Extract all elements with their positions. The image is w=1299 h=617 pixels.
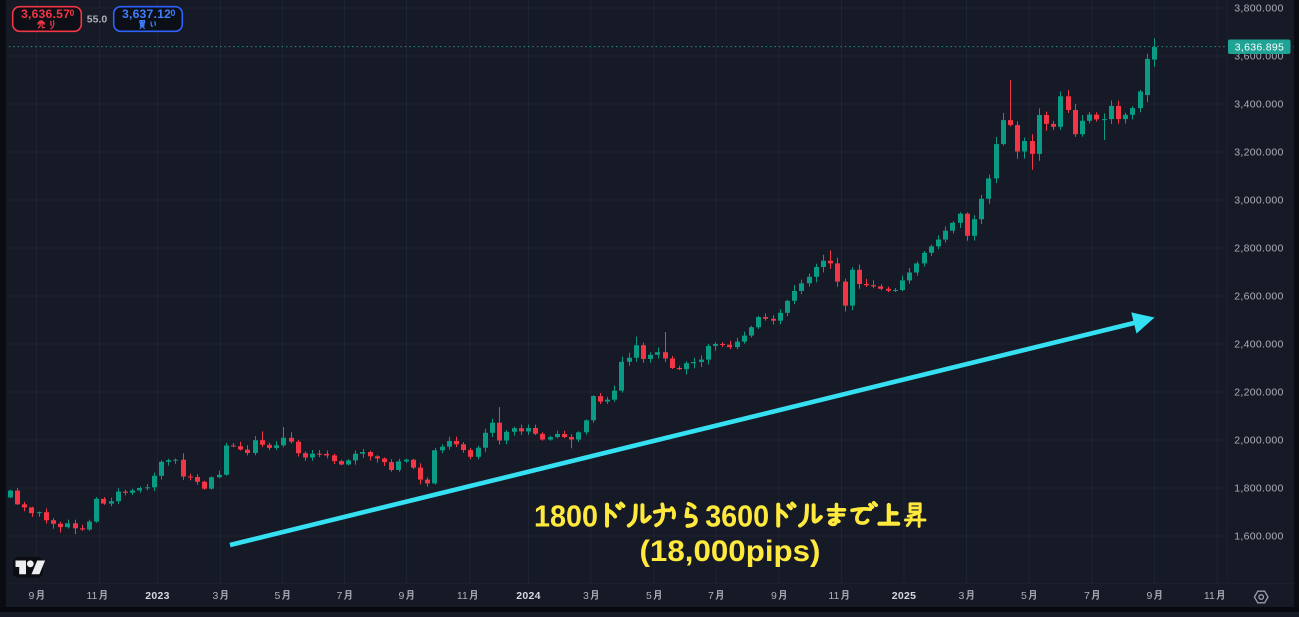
- svg-text:11: 11: [457, 590, 468, 602]
- svg-text:11: 11: [86, 590, 97, 602]
- svg-text:0: 0: [171, 8, 176, 18]
- svg-text:3600: 3600: [705, 499, 769, 534]
- svg-text:11: 11: [828, 590, 839, 602]
- svg-text:2,200.000: 2,200.000: [1234, 387, 1283, 399]
- svg-text:2,600.000: 2,600.000: [1234, 291, 1283, 303]
- svg-text:(18,000pips): (18,000pips): [640, 535, 821, 568]
- svg-text:1800: 1800: [534, 499, 598, 534]
- svg-text:9: 9: [1146, 590, 1152, 602]
- svg-text:1,800.000: 1,800.000: [1234, 483, 1283, 495]
- svg-text:9: 9: [29, 590, 35, 602]
- svg-text:3: 3: [583, 590, 589, 602]
- svg-text:5: 5: [1021, 590, 1027, 602]
- svg-text:3,200.000: 3,200.000: [1234, 147, 1283, 159]
- svg-text:7: 7: [708, 590, 714, 602]
- svg-text:3,637.12: 3,637.12: [122, 7, 171, 21]
- svg-text:9: 9: [771, 590, 777, 602]
- svg-text:7: 7: [1084, 590, 1090, 602]
- svg-text:7: 7: [336, 590, 342, 602]
- svg-text:3,400.000: 3,400.000: [1234, 99, 1283, 111]
- svg-text:3,000.000: 3,000.000: [1234, 195, 1283, 207]
- svg-text:0: 0: [70, 8, 75, 18]
- svg-text:2,400.000: 2,400.000: [1234, 339, 1283, 351]
- svg-text:2,800.000: 2,800.000: [1234, 243, 1283, 255]
- svg-text:5: 5: [274, 590, 280, 602]
- svg-text:2025: 2025: [892, 590, 917, 602]
- svg-text:55.0: 55.0: [87, 14, 108, 26]
- svg-text:3,800.000: 3,800.000: [1234, 3, 1283, 15]
- svg-text:9: 9: [398, 590, 404, 602]
- svg-text:3,636.57: 3,636.57: [21, 7, 70, 21]
- svg-text:11: 11: [1204, 590, 1215, 602]
- svg-text:2024: 2024: [516, 590, 541, 602]
- svg-text:3: 3: [958, 590, 964, 602]
- svg-text:2,000.000: 2,000.000: [1234, 435, 1283, 447]
- svg-text:3: 3: [212, 590, 218, 602]
- svg-text:5: 5: [646, 590, 652, 602]
- svg-text:2023: 2023: [145, 590, 170, 602]
- svg-text:3,636.895: 3,636.895: [1235, 42, 1284, 54]
- svg-text:1,600.000: 1,600.000: [1234, 531, 1283, 543]
